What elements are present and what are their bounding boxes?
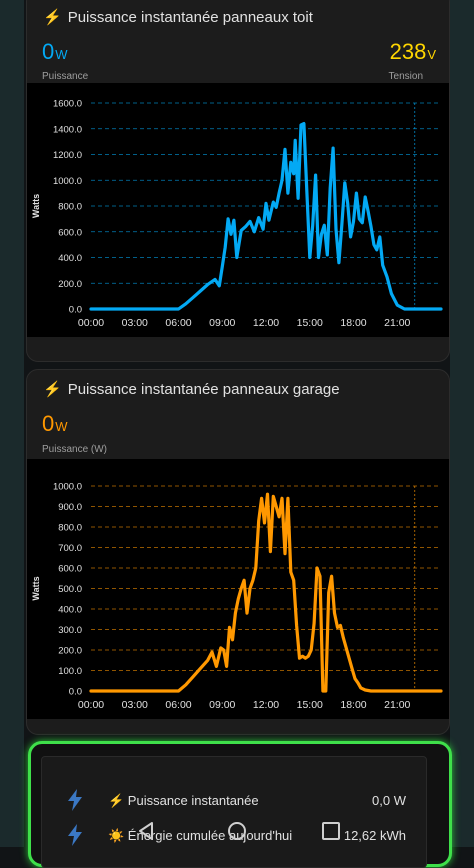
y-axis-title: Watts: [31, 576, 41, 600]
y-tick-label: 1000.0: [53, 482, 82, 493]
y-tick-label: 200.0: [58, 279, 82, 290]
back-icon[interactable]: [135, 820, 157, 842]
y-tick-label: 800.0: [58, 523, 82, 534]
power-series-line: [89, 121, 443, 311]
garage-power-chart-svg[interactable]: 0.0 100.0 200.0 300.0 400.0 500.0 600.0 700.0 80…: [27, 459, 449, 719]
entity-label: ⚡ Puissance instantanée: [108, 793, 259, 808]
y-tick-label: 500.0: [58, 584, 82, 595]
recents-icon[interactable]: [320, 820, 342, 842]
x-tick-label: 00:00: [78, 699, 104, 711]
x-tick-label: 03:00: [122, 317, 148, 329]
y-tick-label: 700.0: [58, 543, 82, 554]
home-icon[interactable]: [226, 820, 248, 842]
y-axis-title: Watts: [31, 194, 41, 218]
lightning-icon: ⚡: [43, 9, 62, 26]
garage-power-unit: W: [55, 419, 68, 434]
garage-power-number: 0: [42, 411, 55, 436]
y-tick-label: 400.0: [58, 605, 82, 616]
y-tick-label: 0.0: [69, 305, 82, 316]
y-tick-label: 400.0: [58, 253, 82, 264]
y-tick-label: 1400.0: [53, 124, 82, 135]
entity-value: 0,0 W: [372, 793, 406, 808]
x-tick-label: 03:00: [122, 699, 148, 711]
x-tick-label: 21:00: [384, 317, 410, 329]
energy-entities-box: ⚡ Puissance instantanée 0,0 W ☀️ Énergie…: [41, 756, 427, 868]
roof-voltage-label: Tension: [388, 71, 423, 82]
roof-card-title: ⚡ Puissance instantanée panneaux toit: [43, 8, 313, 26]
garage-power-chart[interactable]: 0.0 100.0 200.0 300.0 400.0 500.0 600.0 700.0 80…: [27, 459, 449, 719]
entity-row-daily-energy[interactable]: ☀️ Énergie cumulée aujourd'hui 12,62 kWh: [42, 822, 426, 850]
x-tick-label: 09:00: [209, 699, 235, 711]
x-tick-label: 06:00: [165, 317, 191, 329]
system-navigation-bar: [0, 814, 474, 847]
lightning-bolt-icon: [68, 789, 82, 811]
roof-power-unit: W: [55, 47, 68, 62]
entity-value: 12,62 kWh: [343, 828, 406, 843]
y-tick-label: 200.0: [58, 646, 82, 657]
y-tick-label: 1200.0: [53, 150, 82, 161]
garage-power-value[interactable]: 0W: [42, 412, 68, 439]
y-tick-label: 100.0: [58, 666, 82, 677]
x-tick-label: 00:00: [78, 317, 104, 329]
y-tick-label: 0.0: [69, 687, 82, 698]
x-tick-label: 12:00: [253, 699, 279, 711]
garage-power-card[interactable]: ⚡ Puissance instantanée panneaux garage 0…: [26, 369, 450, 735]
y-tick-label: 800.0: [58, 202, 82, 213]
x-tick-label: 15:00: [297, 699, 323, 711]
entity-row-instant-power[interactable]: ⚡ Puissance instantanée 0,0 W: [42, 787, 426, 815]
roof-power-card[interactable]: ⚡ Puissance instantanée panneaux toit 0W …: [26, 0, 450, 362]
garage-power-label: Puissance (W): [42, 444, 108, 455]
roof-power-chart[interactable]: 0.0 200.0 400.0 600.0 800.0 1000.0 1200.0 1400.…: [27, 83, 449, 337]
roof-power-number: 0: [42, 39, 55, 64]
roof-voltage-number: 238: [389, 39, 427, 64]
garage-card-title: ⚡ Puissance instantanée panneaux garage: [43, 380, 340, 398]
roof-voltage-value[interactable]: 238V: [390, 40, 436, 67]
energy-card[interactable]: ⚡ Puissance instantanée 0,0 W ☀️ Énergie…: [28, 741, 452, 868]
lightning-icon: ⚡: [43, 381, 62, 398]
lightning-bolt-icon: [68, 824, 82, 846]
x-tick-label: 12:00: [253, 317, 279, 329]
y-tick-label: 1600.0: [53, 99, 82, 110]
entity-label: ☀️ Énergie cumulée aujourd'hui: [108, 828, 293, 843]
roof-power-label: Puissance: [42, 71, 89, 82]
background-right-strip: [450, 0, 474, 847]
x-tick-label: 18:00: [340, 317, 366, 329]
power-series-line: [89, 492, 443, 693]
y-tick-label: 600.0: [58, 564, 82, 575]
x-tick-label: 09:00: [209, 317, 235, 329]
roof-power-chart-svg[interactable]: 0.0 200.0 400.0 600.0 800.0 1000.0 1200.0 1400.…: [27, 83, 449, 337]
y-tick-label: 300.0: [58, 625, 82, 636]
x-tick-label: 18:00: [340, 699, 366, 711]
y-tick-label: 900.0: [58, 502, 82, 513]
roof-voltage-unit: V: [427, 47, 436, 62]
x-tick-label: 15:00: [297, 317, 323, 329]
garage-card-title-text: Puissance instantanée panneaux garage: [67, 381, 340, 398]
y-tick-label: 1000.0: [53, 176, 82, 187]
y-tick-label: 600.0: [58, 227, 82, 238]
roof-power-value[interactable]: 0W: [42, 40, 68, 67]
roof-card-title-text: Puissance instantanée panneaux toit: [67, 9, 313, 26]
x-tick-label: 06:00: [165, 699, 191, 711]
background-left-strip: [0, 0, 24, 847]
x-tick-label: 21:00: [384, 699, 410, 711]
